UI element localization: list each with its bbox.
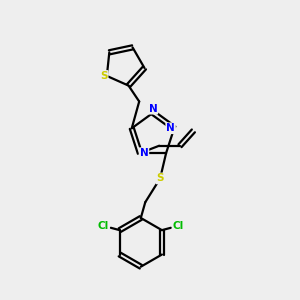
Text: Cl: Cl bbox=[98, 221, 109, 231]
Text: N: N bbox=[140, 148, 148, 158]
Text: N: N bbox=[148, 104, 157, 114]
Text: N: N bbox=[166, 123, 175, 133]
Text: Cl: Cl bbox=[172, 221, 184, 231]
Text: S: S bbox=[100, 71, 108, 81]
Text: S: S bbox=[156, 173, 164, 183]
